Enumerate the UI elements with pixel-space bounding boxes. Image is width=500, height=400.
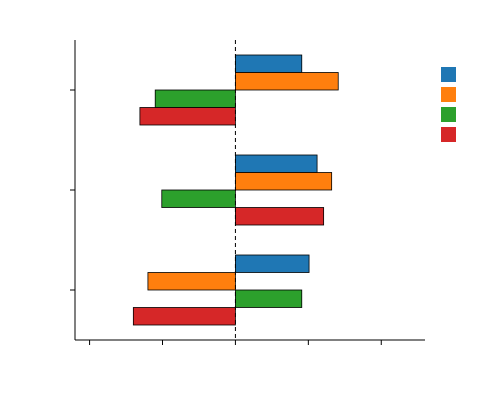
bar bbox=[161, 189, 236, 208]
legend-swatch bbox=[441, 87, 456, 102]
bar bbox=[132, 307, 236, 326]
legend-swatch bbox=[441, 67, 456, 82]
bar bbox=[235, 54, 303, 73]
legend-swatch bbox=[441, 127, 456, 142]
bar bbox=[235, 254, 310, 273]
bar bbox=[235, 72, 339, 91]
bar bbox=[139, 107, 236, 126]
bar bbox=[235, 289, 303, 308]
legend-swatch bbox=[441, 107, 456, 122]
bar bbox=[235, 154, 318, 173]
bar bbox=[235, 207, 325, 226]
bar bbox=[154, 89, 236, 108]
bar bbox=[147, 272, 236, 291]
bar bbox=[235, 172, 333, 191]
